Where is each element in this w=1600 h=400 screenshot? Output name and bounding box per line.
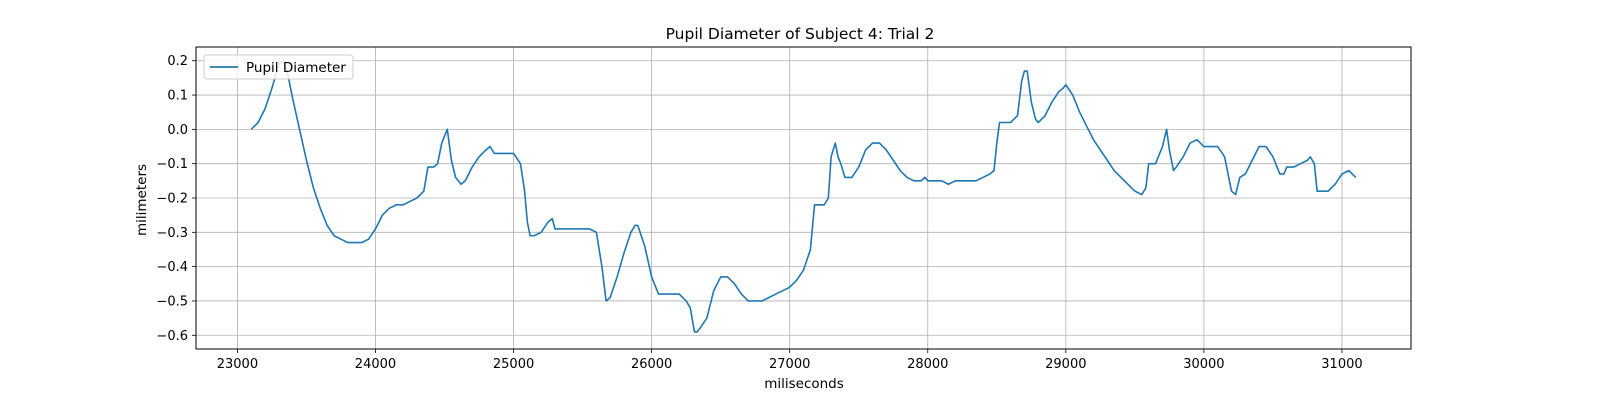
legend-box: [203, 54, 354, 80]
x-tick-label: 27000: [769, 357, 810, 372]
chart-title: Pupil Diameter of Subject 4: Trial 2: [666, 25, 935, 43]
y-axis-ticks: −0.6 −0.5 −0.4 −0.3 −0.2 −0.1 0.0 0.1 0.2: [156, 54, 196, 344]
legend: Pupil Diameter: [203, 54, 354, 80]
y-tick-label: −0.2: [156, 192, 188, 207]
grid: [196, 47, 1411, 349]
x-axis-label: miliseconds: [764, 376, 844, 392]
x-axis-ticks: 23000 24000 25000 26000 27000 28000 29000 30000…: [217, 349, 1363, 372]
series-group: [250, 59, 1357, 333]
x-tick-label: 25000: [493, 357, 534, 372]
x-tick-label: 23000: [217, 357, 258, 372]
y-tick-label: −0.1: [156, 157, 188, 172]
x-tick-label: 28000: [907, 357, 948, 372]
y-tick-label: 0.1: [167, 89, 188, 104]
x-tick-label: 30000: [1183, 357, 1224, 372]
legend-entry-label: Pupil Diameter: [246, 60, 346, 76]
x-tick-label: 24000: [355, 357, 396, 372]
y-tick-label: 0.2: [167, 54, 188, 69]
y-tick-label: −0.4: [156, 260, 188, 275]
series-line-pupil-diameter: [250, 59, 1357, 333]
x-tick-label: 29000: [1045, 357, 1086, 372]
y-tick-label: −0.6: [156, 329, 188, 344]
x-tick-label: 31000: [1321, 357, 1362, 372]
y-tick-label: 0.0: [167, 123, 188, 138]
x-tick-label: 26000: [631, 357, 672, 372]
y-tick-label: −0.5: [156, 294, 188, 309]
y-axis-label: milimeters: [134, 164, 150, 236]
y-tick-label: −0.3: [156, 226, 188, 241]
